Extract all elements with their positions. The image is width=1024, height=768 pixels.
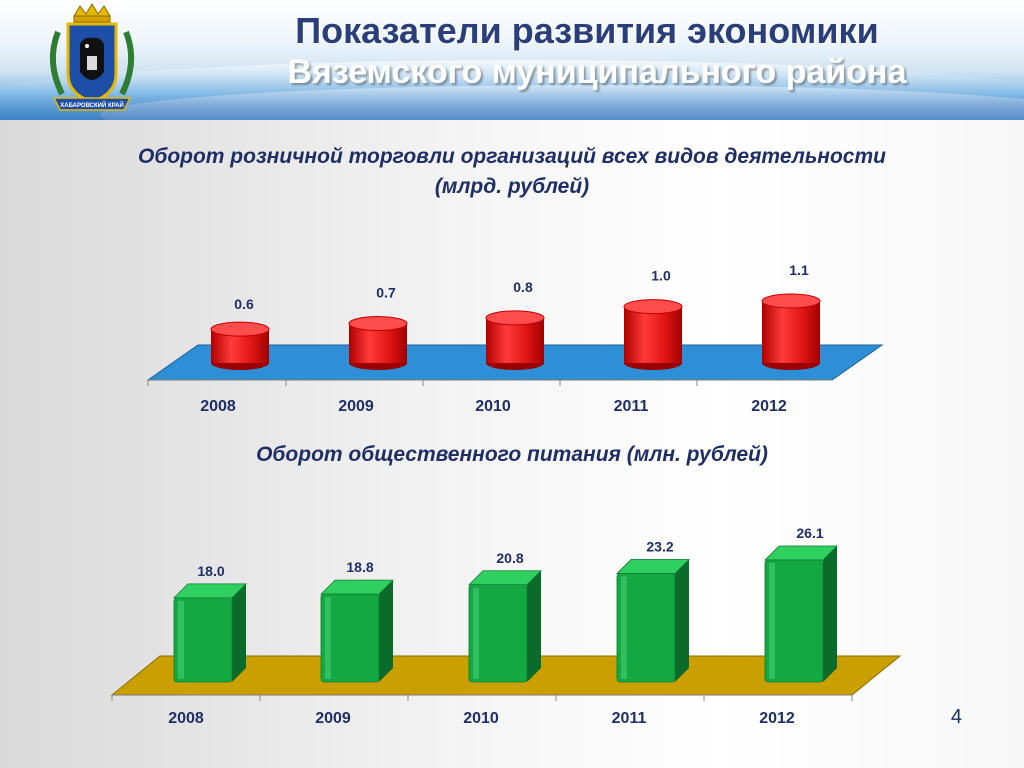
- x-tick-label: 2011: [612, 710, 647, 727]
- data-label: 0.8: [513, 279, 533, 295]
- bar-2011: [616, 559, 690, 683]
- coat-of-arms-icon: ХАБАРОВСКИЙ КРАЙ: [49, 3, 135, 111]
- bar-2009: [320, 579, 394, 683]
- svg-text:ХАБАРОВСКИЙ КРАЙ: ХАБАРОВСКИЙ КРАЙ: [60, 101, 124, 109]
- data-label: 1.1: [789, 265, 809, 278]
- retail-turnover-chart: 0.6 2008 0.7 2009 0.8 2010 1.0 2011 1.1 2012: [146, 265, 884, 415]
- data-label: 1.0: [651, 268, 671, 284]
- page-title-line1: Показатели развития экономики: [295, 10, 879, 51]
- page-title-line2: Вяземского муниципального района: [287, 53, 907, 91]
- bar-2010: [485, 310, 545, 370]
- data-label: 23.2: [646, 539, 673, 555]
- bar-2012: [764, 545, 838, 683]
- chart-title-catering: Оборот общественного питания (млн. рубле…: [0, 440, 1024, 470]
- x-tick-label: 2011: [614, 398, 649, 415]
- x-tick-label: 2012: [751, 398, 787, 415]
- bar-2011: [623, 299, 683, 370]
- data-label: 0.6: [234, 296, 254, 312]
- data-label: 20.8: [496, 550, 523, 566]
- x-tick-label: 2008: [200, 398, 236, 415]
- x-tick-label: 2009: [338, 398, 374, 415]
- bar-2008: [173, 583, 247, 683]
- x-tick-label: 2012: [759, 710, 795, 727]
- x-tick-label: 2009: [315, 710, 351, 727]
- page-number: 4: [950, 706, 962, 728]
- data-label: 26.1: [796, 525, 823, 541]
- chart-title-retail-line1: Оборот розничной торговли организаций вс…: [137, 145, 886, 168]
- data-label: 0.7: [376, 285, 396, 301]
- bar-2010: [468, 570, 542, 683]
- x-tick-label: 2010: [463, 710, 499, 727]
- chart-title-retail: Оборот розничной торговли организаций вс…: [0, 142, 1024, 202]
- x-tick-label: 2008: [168, 710, 204, 727]
- x-tick-label: 2010: [475, 398, 511, 415]
- bar-2008: [210, 321, 270, 370]
- header-banner: ХАБАРОВСКИЙ КРАЙ Показатели развития эко…: [0, 0, 1024, 120]
- data-label: 18.0: [197, 563, 224, 579]
- chart-title-retail-line2: (млрд. рублей): [434, 175, 590, 198]
- data-label: 18.8: [346, 559, 373, 575]
- bar-2012: [761, 293, 821, 370]
- chart-title-catering-line1: Оборот общественного питания (млн. рубле…: [256, 443, 768, 466]
- catering-turnover-chart: 18.0 2008 18.8 2009 20.8 2010 23.2 2011 26.1 2012: [110, 525, 902, 727]
- bar-2009: [348, 316, 408, 370]
